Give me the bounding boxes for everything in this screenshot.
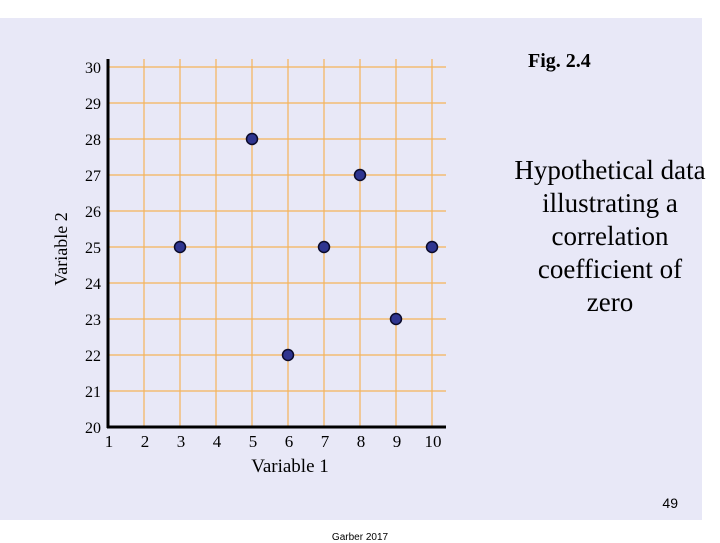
y-tick-label: 25 [85,240,101,257]
x-tick-label: 1 [105,432,114,451]
x-tick-label: 9 [393,432,402,451]
y-tick-label: 23 [85,312,101,329]
y-tick-label: 29 [85,96,101,113]
x-axis-label: Variable 1 [251,456,329,477]
x-tick-label: 8 [357,432,366,451]
slide-background [0,18,702,520]
data-point [173,240,187,254]
y-tick-label: 22 [85,348,101,365]
data-points [173,132,439,362]
data-point [245,132,259,146]
figure-label: Fig. 2.4 [528,50,591,72]
chart-caption: Hypothetical data illustrating a correla… [514,155,706,317]
data-point [353,168,367,182]
x-tick-label: 7 [321,432,330,451]
y-tick-label: 28 [85,132,101,149]
y-axis-label: Variable 2 [51,212,71,285]
x-tick-label: 3 [177,432,186,451]
x-tick-label: 5 [249,432,258,451]
data-point [317,240,331,254]
y-tick-label: 20 [85,420,101,437]
y-tick-label: 21 [85,384,101,401]
y-tick-label: 27 [85,168,101,185]
footer-credit: Garber 2017 [331,532,389,543]
data-point [281,348,295,362]
y-tick-label: 24 [85,276,101,293]
grid-lines [108,59,446,427]
y-tick-label: 26 [85,204,101,221]
y-tick-label: 30 [85,60,101,77]
page-number: 49 [662,495,678,511]
data-point [389,312,403,326]
x-tick-label: 10 [425,432,442,451]
axes [106,59,446,429]
data-point [425,240,439,254]
x-tick-label: 6 [285,432,294,451]
x-tick-label: 4 [213,432,222,451]
x-tick-label: 2 [141,432,150,451]
